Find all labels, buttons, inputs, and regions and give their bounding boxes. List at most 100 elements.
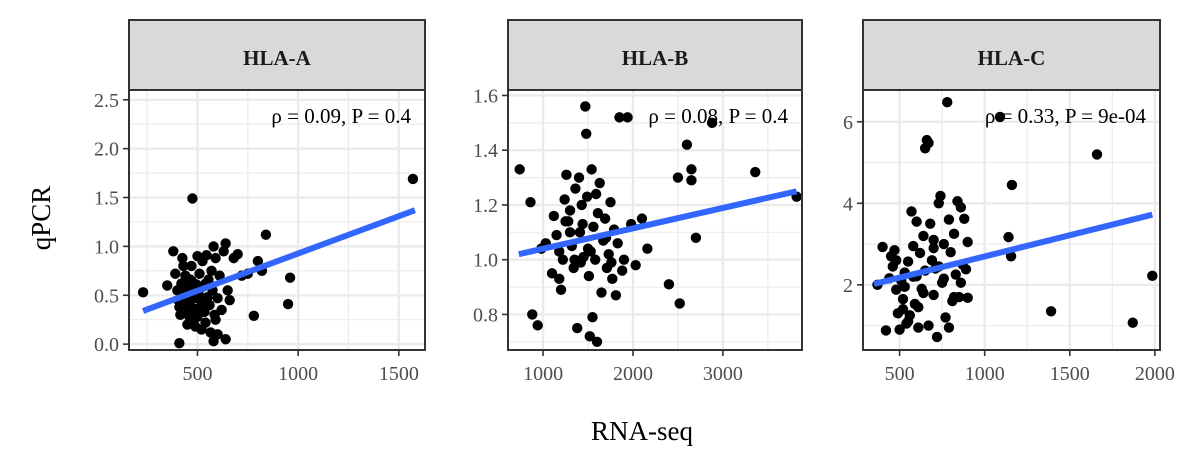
data-point: [248, 310, 260, 321]
data-point: [192, 250, 203, 262]
data-point: [897, 293, 909, 305]
data-point: [574, 227, 586, 238]
x-tick-label: 500: [182, 363, 212, 385]
data-point: [630, 259, 641, 271]
data-point: [618, 254, 630, 265]
data-point: [573, 172, 585, 183]
regression-line: [518, 188, 798, 258]
data-point: [923, 320, 934, 331]
data-point: [614, 112, 625, 123]
data-point: [177, 252, 188, 264]
data-point: [925, 218, 936, 229]
data-point: [1147, 270, 1158, 282]
regression-line: [142, 207, 416, 314]
data-point: [585, 246, 596, 257]
data-point: [877, 241, 888, 253]
data-point: [935, 190, 946, 202]
data-point: [938, 238, 950, 250]
data-point: [642, 243, 653, 254]
x-tick-label: 2000: [1135, 363, 1175, 385]
data-point: [943, 214, 955, 225]
data-point: [577, 218, 588, 230]
data-point: [170, 268, 181, 279]
data-point: [525, 197, 536, 208]
data-point: [686, 175, 697, 186]
data-point: [564, 205, 576, 216]
data-point: [560, 216, 571, 227]
facet-panels: HLA-A ρ = 0.09, P = 0.4 500 1000 1500 0.0 0.5 1…: [94, 19, 1175, 385]
data-point: [178, 260, 189, 272]
data-point: [880, 325, 892, 336]
data-point: [962, 292, 973, 304]
data-point: [588, 221, 599, 233]
data-point: [928, 289, 939, 301]
correlation-annotation: ρ = 0.08, P = 0.4: [648, 104, 788, 128]
data-point: [224, 294, 235, 306]
data-point: [994, 111, 1006, 123]
data-point: [1005, 251, 1017, 262]
data-point: [750, 166, 761, 178]
y-tick-label: 1.4: [473, 140, 498, 162]
y-tick-label: 2.0: [94, 139, 119, 161]
y-tick-label: 2: [843, 275, 853, 297]
data-point: [212, 329, 223, 340]
data-point: [603, 249, 614, 260]
data-point: [586, 164, 597, 175]
data-point: [174, 337, 185, 349]
data-point: [940, 312, 951, 323]
data-point: [913, 302, 924, 313]
x-tick-label: 3000: [703, 363, 743, 385]
data-point: [610, 290, 622, 301]
data-point: [955, 277, 967, 288]
data-point: [575, 257, 587, 268]
data-point: [168, 246, 179, 257]
data-point: [1127, 317, 1138, 328]
data-point: [186, 275, 197, 286]
data-point: [282, 298, 294, 310]
correlation-annotation: ρ = 0.33, P = 9e-04: [985, 104, 1147, 128]
data-point: [616, 265, 628, 276]
y-tick-label: 0.5: [94, 285, 119, 307]
data-point: [890, 284, 902, 295]
data-point: [260, 229, 272, 240]
data-point: [945, 246, 956, 258]
data-point: [527, 309, 538, 320]
data-point: [686, 164, 697, 175]
data-point: [252, 255, 264, 267]
data-point: [674, 298, 685, 309]
data-point: [590, 188, 602, 200]
data-point: [212, 292, 223, 304]
data-point: [186, 260, 197, 272]
data-point: [948, 291, 960, 303]
data-point: [561, 169, 572, 181]
data-point: [607, 273, 618, 285]
data-point: [201, 249, 212, 261]
data-point: [548, 210, 560, 222]
x-tick-label: 1500: [379, 363, 419, 385]
data-point: [612, 238, 623, 249]
data-point: [928, 242, 939, 254]
y-tick-label: 6: [843, 112, 853, 134]
facet-title: HLA-A: [243, 46, 312, 70]
x-tick-label: 1000: [965, 363, 1005, 385]
data-point: [208, 241, 219, 252]
correlation-annotation: ρ = 0.09, P = 0.4: [271, 104, 411, 128]
data-point: [959, 213, 970, 224]
data-point: [220, 238, 231, 249]
data-point: [559, 194, 570, 205]
data-point: [1091, 149, 1103, 160]
facet-strip: [862, 19, 1161, 91]
data-point: [902, 316, 914, 327]
data-point: [514, 164, 525, 175]
data-point: [908, 240, 919, 252]
y-tick-label: 1.2: [473, 195, 498, 217]
data-point: [605, 197, 616, 208]
data-point: [918, 230, 929, 242]
data-point: [599, 213, 611, 224]
regression-line: [873, 211, 1154, 287]
data-point: [636, 213, 648, 224]
data-point: [190, 321, 201, 332]
data-point: [1006, 179, 1018, 191]
data-point: [902, 256, 914, 267]
